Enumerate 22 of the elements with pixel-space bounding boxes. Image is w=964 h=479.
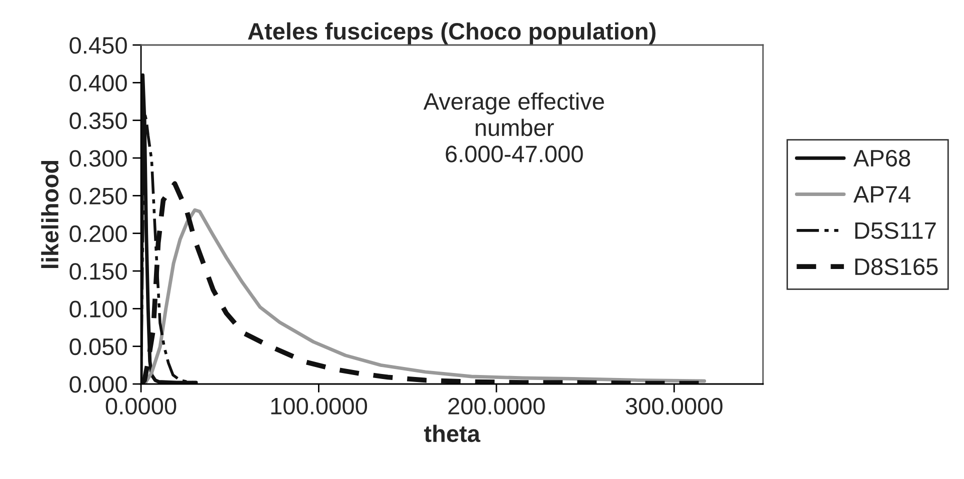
x-tick-label: 300.0000 (626, 398, 722, 415)
y-tick-label: 0.450 (70, 37, 127, 54)
legend-label: AP68 (853, 150, 910, 167)
y-tick-label: 0.250 (70, 188, 127, 204)
x-tick-label: 100.0000 (271, 398, 368, 415)
x-axis-title: theta (424, 424, 480, 442)
y-tick-label: 0.350 (70, 112, 127, 130)
y-tick-label: 0.050 (70, 338, 127, 356)
y-axis-title: likelihood (41, 160, 59, 268)
y-tick-label: 0.000 (70, 376, 127, 393)
x-tick-label: 200.0000 (448, 398, 545, 415)
x-tick-label: 0.0000 (106, 398, 176, 415)
legend-label: D5S117 (855, 222, 936, 239)
legend-label: D8S165 (855, 258, 938, 276)
annotation: Average effective number 6.000-47.000 (423, 92, 604, 162)
y-tick-label: 0.150 (70, 263, 127, 280)
y-tick-label: 0.400 (70, 74, 127, 92)
y-tick-label: 0.100 (70, 300, 127, 318)
y-tick-label: 0.200 (70, 225, 127, 242)
legend-label: AP74 (853, 186, 910, 203)
y-tick-label: 0.300 (70, 150, 127, 167)
chart-title: Ateles fusciceps (Choco population) (248, 22, 656, 44)
